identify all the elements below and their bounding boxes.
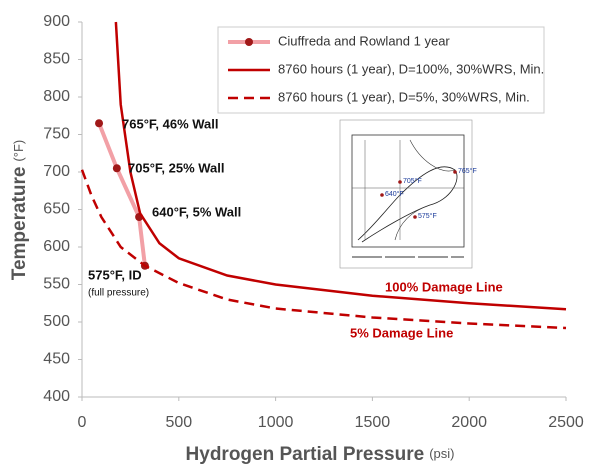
inset-dot [398, 180, 402, 184]
x-tick-label: 500 [165, 414, 192, 431]
inset-label: 640°F [385, 190, 404, 198]
annotation: 640°F, 5% Wall [152, 204, 241, 219]
annotation: 575°F, ID [88, 267, 142, 282]
legend-label: Ciuffreda and Rowland 1 year [278, 33, 450, 48]
data-point [112, 164, 121, 173]
inset-label: 705°F [403, 177, 422, 185]
inset-dot [453, 170, 457, 174]
annotation: 100% Damage Line [385, 279, 503, 294]
x-axis-title: Hydrogen Partial Pressure (psi) [186, 444, 455, 465]
x-label: Hydrogen Partial Pressure [186, 444, 425, 465]
y-tick-label: 800 [43, 88, 70, 105]
annotation: 5% Damage Line [350, 325, 453, 340]
x-tick-label: 2000 [451, 414, 487, 431]
data-point [95, 119, 104, 128]
y-axis-title: Temperature (°F) [9, 140, 30, 281]
y-tick-label: 400 [43, 388, 70, 405]
inset-figure [339, 119, 473, 269]
y-unit: (°F) [11, 140, 26, 162]
legend-label: 8760 hours (1 year), D=100%, 30%WRS, Min… [278, 61, 544, 76]
inset-dot [380, 193, 384, 197]
y-tick-label: 850 [43, 51, 70, 68]
series-line [114, 21, 567, 311]
legend-box [217, 26, 545, 114]
y-tick-label: 700 [43, 163, 70, 180]
legend-marker [245, 38, 253, 46]
y-tick-label: 650 [43, 201, 70, 218]
x-tick-label: 1000 [258, 414, 294, 431]
x-unit: (psi) [429, 446, 454, 461]
y-tick-label: 450 [43, 351, 70, 368]
x-tick-label: 1500 [355, 414, 391, 431]
y-tick-label: 600 [43, 238, 70, 255]
inset-label: 575°F [418, 212, 437, 220]
legend-label: 8760 hours (1 year), D=5%, 30%WRS, Min. [278, 89, 530, 104]
series-line [97, 122, 147, 266]
inset-label: 765°F [458, 167, 477, 175]
y-tick-label: 900 [43, 13, 70, 30]
x-tick-label: 2500 [548, 414, 584, 431]
y-tick-label: 500 [43, 313, 70, 330]
inset-dot [413, 215, 417, 219]
annotation: 765°F, 46% Wall [122, 116, 218, 131]
annotation: (full pressure) [88, 288, 149, 299]
y-label: Temperature [9, 167, 30, 281]
annotation: 705°F, 25% Wall [128, 160, 224, 175]
x-tick-label: 0 [78, 414, 87, 431]
y-tick-label: 750 [43, 126, 70, 143]
series-line [80, 169, 567, 330]
y-tick-label: 550 [43, 276, 70, 293]
